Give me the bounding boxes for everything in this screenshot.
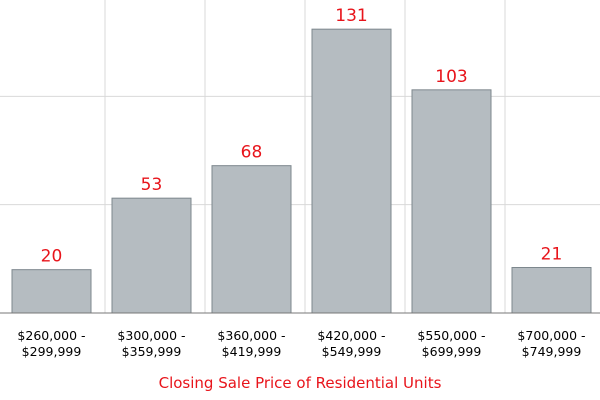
x-tick-label: $360,000 -$419,999: [217, 328, 285, 359]
bar: [111, 197, 192, 314]
bar-value-label: 68: [241, 143, 263, 163]
x-tick-label: $700,000 -$749,999: [517, 328, 585, 359]
bar: [11, 269, 92, 314]
bars: [11, 28, 592, 314]
x-tick-label: $420,000 -$549,999: [317, 328, 385, 359]
x-axis-tick-labels: $260,000 -$299,999 $300,000 -$359,999 $360…: [17, 328, 585, 359]
bar-value-label: 21: [541, 245, 563, 265]
bar: [311, 28, 392, 314]
x-tick-label: $300,000 -$359,999: [117, 328, 185, 359]
value-labels: 20 53 68 131 103 21: [41, 6, 563, 267]
grid: [0, 0, 600, 313]
bar-value-label: 53: [141, 175, 163, 195]
x-tick-label: $550,000 -$699,999: [417, 328, 485, 359]
bar-value-label: 103: [435, 67, 467, 87]
x-axis-title: Closing Sale Price of Residential Units: [159, 374, 442, 392]
bar: [411, 89, 492, 314]
x-tick-label: $260,000 -$299,999: [17, 328, 85, 359]
bar: [211, 165, 292, 314]
bar-value-label: 20: [41, 247, 63, 267]
bar: [511, 267, 592, 314]
bar-value-label: 131: [335, 6, 367, 26]
